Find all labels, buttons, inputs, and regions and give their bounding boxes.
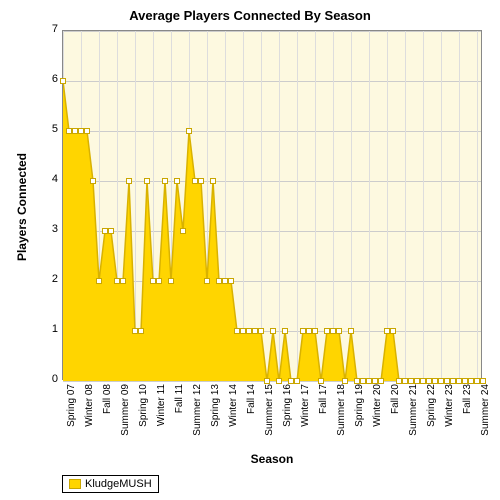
- data-marker: [180, 228, 186, 234]
- data-marker: [312, 328, 318, 334]
- data-marker: [60, 78, 66, 84]
- legend-label: KludgeMUSH: [85, 478, 152, 490]
- x-tick-label: Fall 17: [318, 384, 329, 444]
- data-marker: [168, 278, 174, 284]
- data-marker: [210, 178, 216, 184]
- legend-swatch: [69, 479, 81, 489]
- y-tick-label: 4: [28, 173, 58, 185]
- x-tick-label: Spring 13: [210, 384, 221, 444]
- x-tick-label: Winter 11: [156, 384, 167, 444]
- y-tick-label: 2: [28, 273, 58, 285]
- data-marker: [348, 328, 354, 334]
- x-tick-label: Spring 22: [426, 384, 437, 444]
- x-tick-label: Winter 14: [228, 384, 239, 444]
- data-marker: [390, 328, 396, 334]
- y-tick-label: 5: [28, 123, 58, 135]
- x-tick-label: Fall 14: [246, 384, 257, 444]
- x-tick-label: Summer 12: [192, 384, 203, 444]
- x-tick-label: Spring 07: [66, 384, 77, 444]
- x-tick-label: Summer 09: [120, 384, 131, 444]
- chart-container: Average Players Connected By Season Play…: [0, 0, 500, 500]
- x-tick-label: Summer 18: [336, 384, 347, 444]
- data-marker: [282, 328, 288, 334]
- x-tick-label: Winter 20: [372, 384, 383, 444]
- y-tick-label: 6: [28, 73, 58, 85]
- data-marker: [204, 278, 210, 284]
- x-tick-label: Winter 08: [84, 384, 95, 444]
- y-tick-label: 0: [28, 373, 58, 385]
- x-tick-label: Winter 17: [300, 384, 311, 444]
- data-marker: [336, 328, 342, 334]
- data-marker: [228, 278, 234, 284]
- x-tick-label: Summer 15: [264, 384, 275, 444]
- x-tick-label: Fall 23: [462, 384, 473, 444]
- data-marker: [138, 328, 144, 334]
- data-marker: [174, 178, 180, 184]
- x-tick-label: Spring 16: [282, 384, 293, 444]
- x-tick-label: Fall 20: [390, 384, 401, 444]
- data-marker: [84, 128, 90, 134]
- chart-title: Average Players Connected By Season: [0, 8, 500, 23]
- x-tick-label: Spring 19: [354, 384, 365, 444]
- y-tick-label: 1: [28, 323, 58, 335]
- data-marker: [126, 178, 132, 184]
- data-marker: [90, 178, 96, 184]
- legend: KludgeMUSH: [62, 475, 159, 493]
- data-marker: [198, 178, 204, 184]
- y-tick-label: 7: [28, 23, 58, 35]
- data-marker: [96, 278, 102, 284]
- plot-area: [62, 30, 482, 380]
- x-tick-label: Summer 24: [480, 384, 491, 444]
- y-tick-label: 3: [28, 223, 58, 235]
- data-marker: [186, 128, 192, 134]
- data-marker: [144, 178, 150, 184]
- data-marker: [156, 278, 162, 284]
- x-axis-label: Season: [62, 452, 482, 466]
- data-marker: [120, 278, 126, 284]
- x-tick-label: Winter 23: [444, 384, 455, 444]
- x-tick-label: Spring 10: [138, 384, 149, 444]
- data-marker: [162, 178, 168, 184]
- x-tick-label: Fall 11: [174, 384, 185, 444]
- x-tick-label: Summer 21: [408, 384, 419, 444]
- x-tick-label: Fall 08: [102, 384, 113, 444]
- data-marker: [258, 328, 264, 334]
- data-marker: [108, 228, 114, 234]
- data-marker: [270, 328, 276, 334]
- y-axis-label: Players Connected: [15, 147, 29, 267]
